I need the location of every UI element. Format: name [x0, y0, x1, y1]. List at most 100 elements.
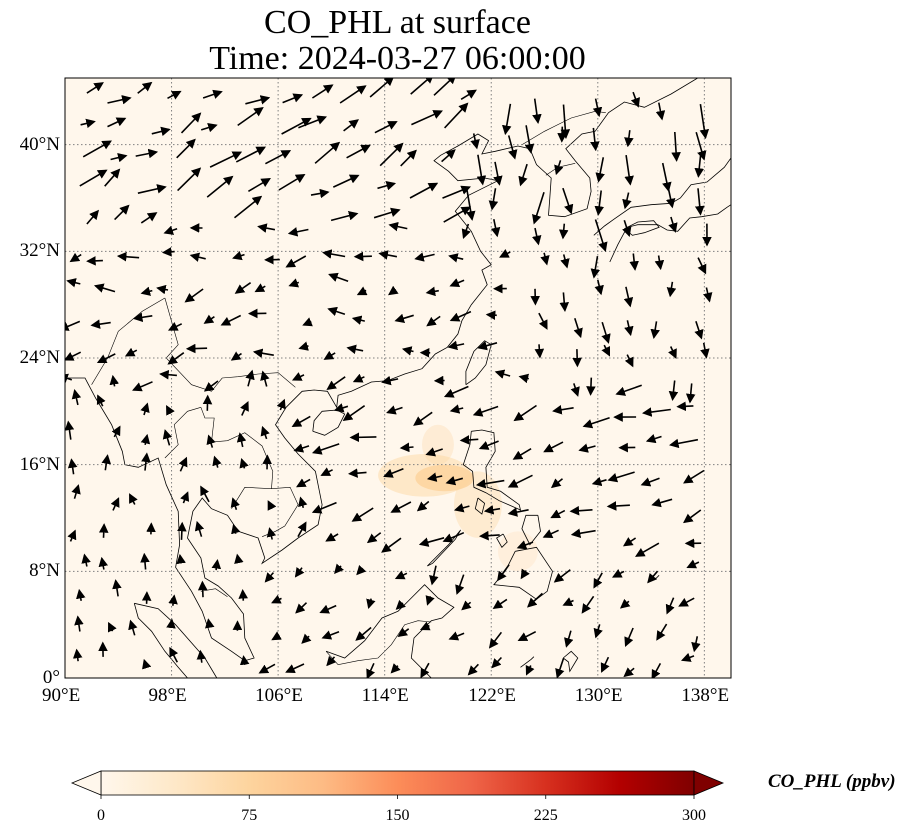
- wind-arrow: [703, 287, 713, 303]
- wind-arrow: [460, 89, 477, 100]
- wind-arrow: [184, 288, 204, 303]
- wind-arrow: [322, 249, 346, 259]
- wind-arrow: [517, 630, 537, 642]
- wind-arrow: [494, 369, 511, 379]
- wind-arrow: [236, 432, 247, 448]
- wind-arrow: [66, 278, 81, 288]
- wind-arrow: [443, 385, 469, 398]
- wind-arrow: [96, 353, 116, 364]
- wind-arrow: [467, 663, 479, 676]
- wind-arrow: [267, 500, 277, 511]
- wind-arrow: [695, 131, 707, 161]
- wind-arrow: [271, 594, 282, 604]
- colorbar-tick-label: 0: [97, 807, 105, 824]
- wind-arrow: [552, 404, 574, 415]
- wind-arrow: [311, 443, 340, 455]
- wind-arrow: [374, 121, 398, 134]
- wind-arrow: [65, 351, 82, 361]
- wind-arrow: [381, 375, 399, 386]
- wind-arrow: [76, 588, 86, 601]
- wind-arrow: [681, 652, 695, 662]
- wind-arrow: [685, 383, 696, 404]
- lon-tick-label: 90°E: [42, 685, 81, 706]
- wind-arrow: [425, 286, 439, 297]
- wind-arrow: [623, 667, 635, 678]
- wind-arrow: [110, 497, 120, 511]
- wind-arrow: [326, 655, 337, 667]
- wind-arrow: [349, 432, 377, 443]
- wind-arrow: [140, 433, 151, 445]
- wind-arrow: [128, 619, 138, 636]
- wind-arrow: [483, 505, 501, 515]
- wind-arrow: [111, 425, 121, 438]
- wind-arrow: [479, 530, 500, 541]
- wind-arrow: [461, 223, 471, 240]
- wind-arrow: [71, 389, 82, 406]
- wind-arrow: [578, 443, 596, 453]
- wind-arrow: [630, 91, 640, 108]
- wind-arrow: [453, 503, 470, 513]
- wind-arrow: [429, 565, 439, 586]
- wind-arrow: [592, 98, 603, 118]
- wind-arrow: [234, 553, 244, 564]
- wind-arrow: [527, 592, 543, 608]
- wind-arrow: [629, 253, 639, 271]
- wind-arrow: [197, 580, 208, 598]
- colorbar-extend-high: [693, 770, 725, 796]
- wind-arrow: [381, 537, 402, 553]
- wind-arrow: [298, 341, 309, 351]
- wind-arrow: [655, 102, 666, 121]
- wind-arrow: [169, 646, 179, 663]
- wind-arrow: [206, 175, 234, 198]
- wind-arrow: [590, 255, 601, 279]
- wind-arrow: [550, 509, 566, 519]
- plume-patch: [422, 424, 454, 465]
- wind-arrow: [606, 501, 630, 511]
- wind-arrow: [449, 278, 465, 288]
- wind-arrow: [472, 405, 499, 417]
- wind-arrow: [691, 636, 701, 653]
- coastline: [462, 429, 522, 511]
- wind-arrow: [441, 149, 456, 163]
- coastline: [397, 584, 455, 678]
- wind-arrow: [285, 663, 305, 674]
- wind-arrow: [622, 537, 637, 547]
- colorbar: [70, 770, 725, 799]
- wind-arrow: [298, 115, 327, 129]
- wind-arrow: [449, 310, 472, 322]
- wind-arrow: [180, 112, 202, 134]
- wind-arrow: [534, 344, 545, 359]
- wind-arrow: [465, 189, 476, 221]
- wind-arrow: [260, 370, 270, 387]
- wind-arrow: [397, 627, 410, 638]
- wind-arrow: [683, 469, 705, 484]
- wind-arrow: [377, 181, 397, 191]
- wind-arrow: [694, 188, 705, 216]
- coastline: [624, 220, 660, 236]
- wind-arrow: [595, 157, 605, 183]
- wind-arrow: [93, 283, 116, 293]
- wind-arrow: [330, 210, 359, 222]
- wind-arrow: [285, 255, 307, 268]
- wind-arrow: [203, 380, 219, 392]
- wind-arrow: [297, 521, 307, 538]
- wind-arrow: [492, 598, 508, 609]
- wind-arrow: [560, 254, 570, 269]
- wind-arrow: [601, 344, 611, 357]
- wind-arrow: [485, 310, 497, 320]
- wind-arrow: [668, 346, 677, 359]
- wind-arrow: [178, 456, 188, 472]
- wind-arrow: [112, 579, 122, 597]
- wind-arrow: [240, 401, 249, 416]
- wind-arrow: [293, 443, 310, 453]
- wind-arrow: [488, 188, 499, 211]
- wind-arrow: [501, 103, 512, 136]
- wind-arrow: [572, 349, 582, 368]
- wind-arrow: [239, 655, 250, 666]
- wind-arrow: [72, 648, 83, 662]
- wind-arrow: [67, 458, 78, 475]
- wind-arrow: [339, 85, 367, 104]
- wind-arrow: [420, 662, 430, 678]
- wind-arrow: [332, 174, 360, 188]
- wind-arrow: [442, 531, 465, 543]
